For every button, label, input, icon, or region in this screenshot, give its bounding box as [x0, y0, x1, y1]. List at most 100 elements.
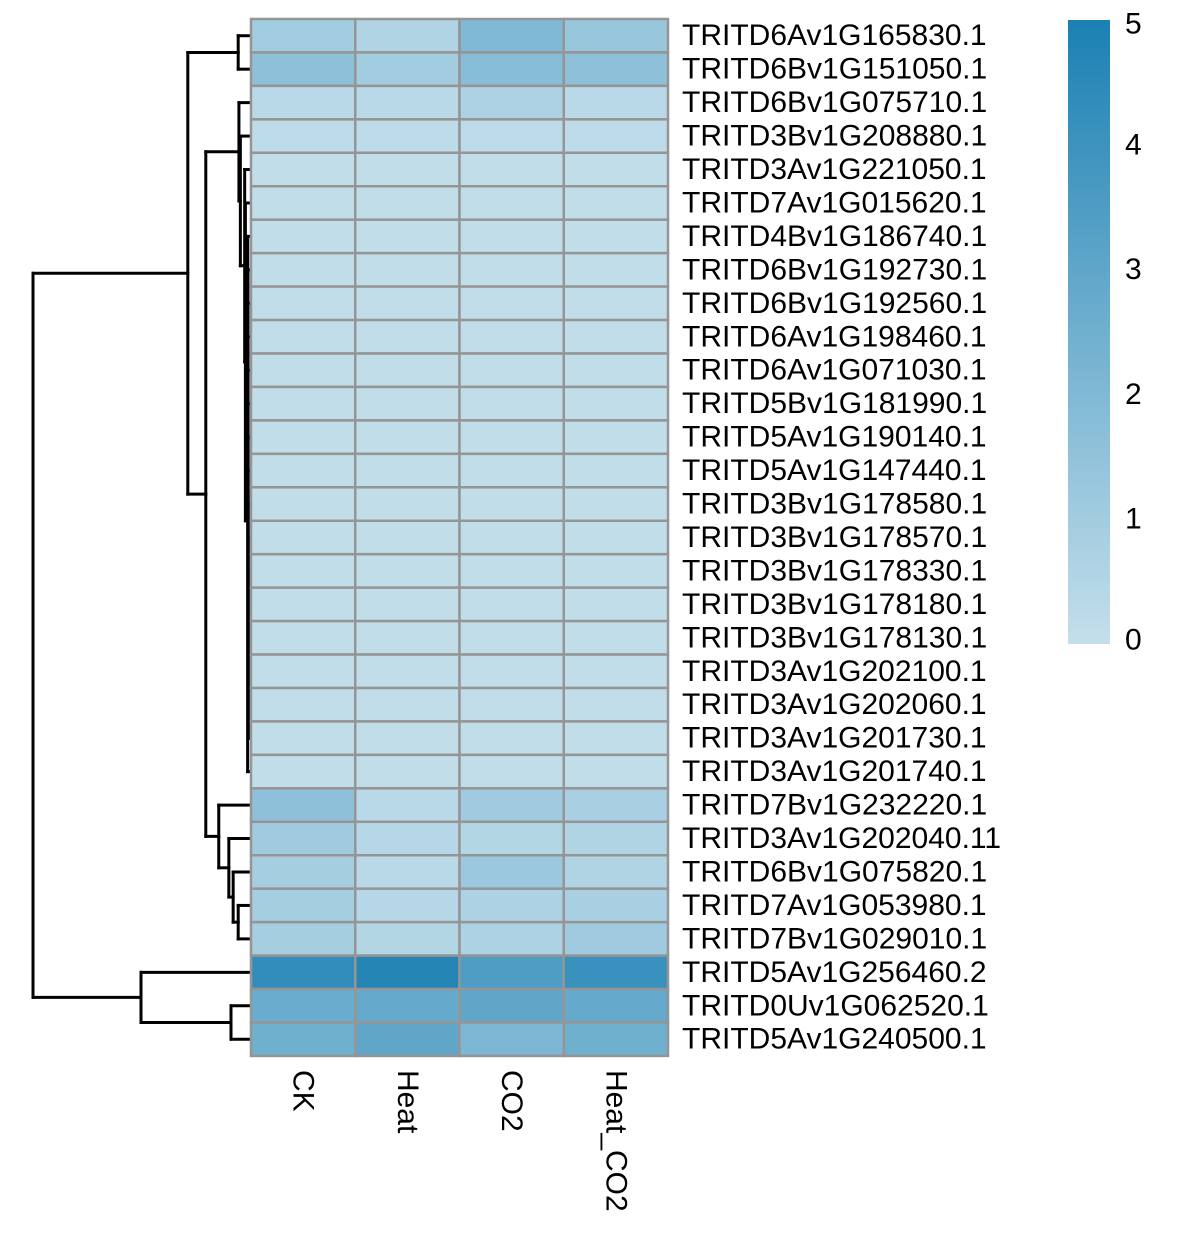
heatmap-cell [249, 151, 357, 188]
heatmap-cell [562, 352, 670, 389]
heatmap-cell [458, 753, 565, 790]
column-label: CK [287, 1070, 320, 1112]
heatmap-cell [354, 51, 461, 88]
row-label: TRITD6Bv1G192560.1 [682, 287, 987, 320]
heatmap-cell [249, 887, 357, 924]
row-label: TRITD3Av1G202100.1 [682, 655, 987, 688]
heatmap-cell [249, 318, 357, 355]
heatmap-cell [458, 151, 565, 188]
heatmap-cell [249, 753, 357, 790]
heatmap-cell [562, 385, 670, 422]
legend-color-bar [1068, 20, 1110, 644]
heatmap-cell [354, 385, 461, 422]
heatmap-cell [458, 318, 565, 355]
heatmap-cell [458, 486, 565, 522]
column-label: Heat_CO2 [599, 1070, 632, 1212]
heatmap-cell [249, 285, 357, 322]
heatmap-cell [249, 218, 357, 255]
heatmap-cell [249, 251, 357, 288]
heatmap-cell [562, 151, 670, 188]
heatmap-cell [249, 787, 357, 824]
heatmap-cell [562, 619, 670, 656]
heatmap-cell [354, 419, 461, 456]
row-label: TRITD3Bv1G208880.1 [682, 120, 987, 153]
heatmap-cell [562, 787, 670, 824]
heatmap-cell [458, 251, 565, 288]
heatmap-cell [458, 84, 565, 121]
row-label: TRITD6Bv1G151050.1 [682, 53, 987, 86]
heatmap-cell [562, 753, 670, 790]
heatmap-cell [562, 17, 670, 54]
heatmap-cell [354, 285, 461, 322]
heatmap-cell [458, 820, 565, 857]
legend-ticks: 0 1 2 3 4 5 [1125, 8, 1142, 657]
heatmap-cell [458, 419, 565, 456]
row-label: TRITD3Av1G221050.1 [682, 153, 987, 186]
heatmap-cell [249, 452, 357, 489]
row-dendrogram [31, 34, 251, 1041]
heatmap-cell [354, 787, 461, 824]
heatmap-cell [458, 552, 565, 589]
heatmap-cell [249, 552, 357, 589]
heatmap-cell [458, 887, 565, 924]
row-label: TRITD3Av1G201730.1 [682, 722, 987, 755]
heatmap-cell [249, 17, 357, 54]
row-label: TRITD6Av1G165830.1 [682, 19, 987, 52]
heatmap-cell [354, 185, 461, 221]
legend-tick-label: 0 [1125, 624, 1142, 657]
row-label: TRITD7Bv1G232220.1 [682, 789, 987, 822]
heatmap-cell [562, 686, 670, 723]
row-label: TRITD3Bv1G178330.1 [682, 554, 987, 587]
row-label: TRITD6Bv1G075820.1 [682, 855, 987, 888]
row-label: TRITD7Av1G015620.1 [682, 186, 987, 219]
row-label: TRITD0Uv1G062520.1 [682, 989, 989, 1022]
heatmap-cell [354, 251, 461, 288]
heatmap-cell [354, 586, 461, 623]
row-label: TRITD3Bv1G178180.1 [682, 588, 987, 621]
heatmap-cell [249, 586, 357, 623]
heatmap-cell [458, 519, 565, 556]
heatmap-cell [562, 720, 670, 757]
heatmap-cell [458, 385, 565, 422]
heatmap-cell [354, 954, 461, 991]
heatmap-cell [562, 987, 670, 1024]
heatmap-cell [562, 1021, 670, 1058]
heatmap-cell [249, 1021, 357, 1058]
row-label: TRITD7Bv1G029010.1 [682, 922, 987, 955]
heatmap-cell [458, 352, 565, 389]
heatmap-cell [249, 686, 357, 723]
heatmap-cell [354, 854, 461, 890]
heatmap-cell [354, 653, 461, 690]
row-label: TRITD6Av1G198460.1 [682, 320, 987, 353]
heatmap-cell [458, 452, 565, 489]
row-label: TRITD3Av1G201740.1 [682, 755, 987, 788]
heatmap-cell [354, 720, 461, 757]
heatmap-cell [458, 619, 565, 656]
heatmap-cell [562, 954, 670, 991]
heatmap-cell [249, 954, 357, 991]
heatmap-cell [458, 285, 565, 322]
heatmap-cell [354, 318, 461, 355]
heatmap-cell [249, 419, 357, 456]
heatmap-cell [458, 51, 565, 88]
color-legend: 0 1 2 3 4 5 [1068, 8, 1142, 657]
row-label: TRITD5Av1G240500.1 [682, 1023, 987, 1056]
heatmap-cell [354, 151, 461, 188]
heatmap-cell [562, 586, 670, 623]
heatmap-cell [562, 920, 670, 957]
heatmap-cell [354, 619, 461, 656]
legend-tick-label: 4 [1125, 128, 1142, 161]
row-label: TRITD5Av1G256460.2 [682, 956, 987, 989]
heatmap-cell [562, 118, 670, 155]
heatmap-cell [249, 84, 357, 121]
heatmap-cell [249, 820, 357, 857]
heatmap-cell [458, 17, 565, 54]
column-label: CO2 [495, 1070, 528, 1132]
heatmap-cell [458, 686, 565, 723]
column-labels: CK Heat CO2 Heat_CO2 [287, 1070, 633, 1212]
legend-tick-label: 5 [1125, 8, 1142, 41]
heatmap-cell [562, 887, 670, 924]
heatmap-cell [562, 519, 670, 556]
